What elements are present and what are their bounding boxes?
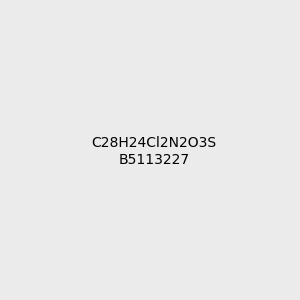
Text: C28H24Cl2N2O3S
B5113227: C28H24Cl2N2O3S B5113227 — [91, 136, 216, 166]
